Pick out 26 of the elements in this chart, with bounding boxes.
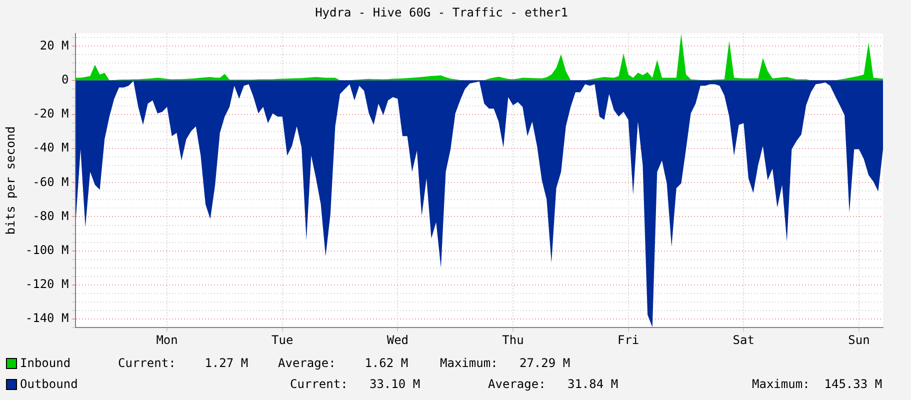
text: Maximum: 27.29 M <box>440 356 570 370</box>
x-tick-label: Thu <box>502 332 524 347</box>
y-tick-label: 0 <box>62 72 69 86</box>
x-tick-label: Sun <box>848 332 870 347</box>
text: Current: 1.27 M <box>118 356 248 370</box>
y-tick-label: -40 M <box>32 140 69 155</box>
y-tick-label: -20 M <box>32 106 69 121</box>
x-tick-label: Tue <box>272 332 294 347</box>
x-tick-label: Mon <box>156 332 178 347</box>
legend-label: Inbound <box>20 356 71 370</box>
y-tick-label: -100 M <box>25 242 69 257</box>
text: Average: 1.62 M <box>278 356 408 370</box>
x-tick-label: Sat <box>732 332 754 347</box>
chart-title: Hydra - Hive 60G - Traffic - ether1 <box>315 5 568 20</box>
y-axis-title: bits per second <box>3 126 18 235</box>
y-tick-label: 20 M <box>40 38 69 52</box>
legend-label: Outbound <box>20 377 78 391</box>
text: Current: 33.10 M <box>290 377 420 391</box>
text: Average: 31.84 M <box>488 377 618 391</box>
y-tick-label: -140 M <box>25 311 69 326</box>
y-tick-label: -120 M <box>25 277 69 292</box>
y-tick-label: -80 M <box>32 208 69 223</box>
y-tick-label: -60 M <box>32 174 69 189</box>
text: Maximum: 145.33 M <box>752 377 882 391</box>
x-tick-label: Wed <box>386 332 409 347</box>
x-tick-label: Fri <box>617 332 640 347</box>
